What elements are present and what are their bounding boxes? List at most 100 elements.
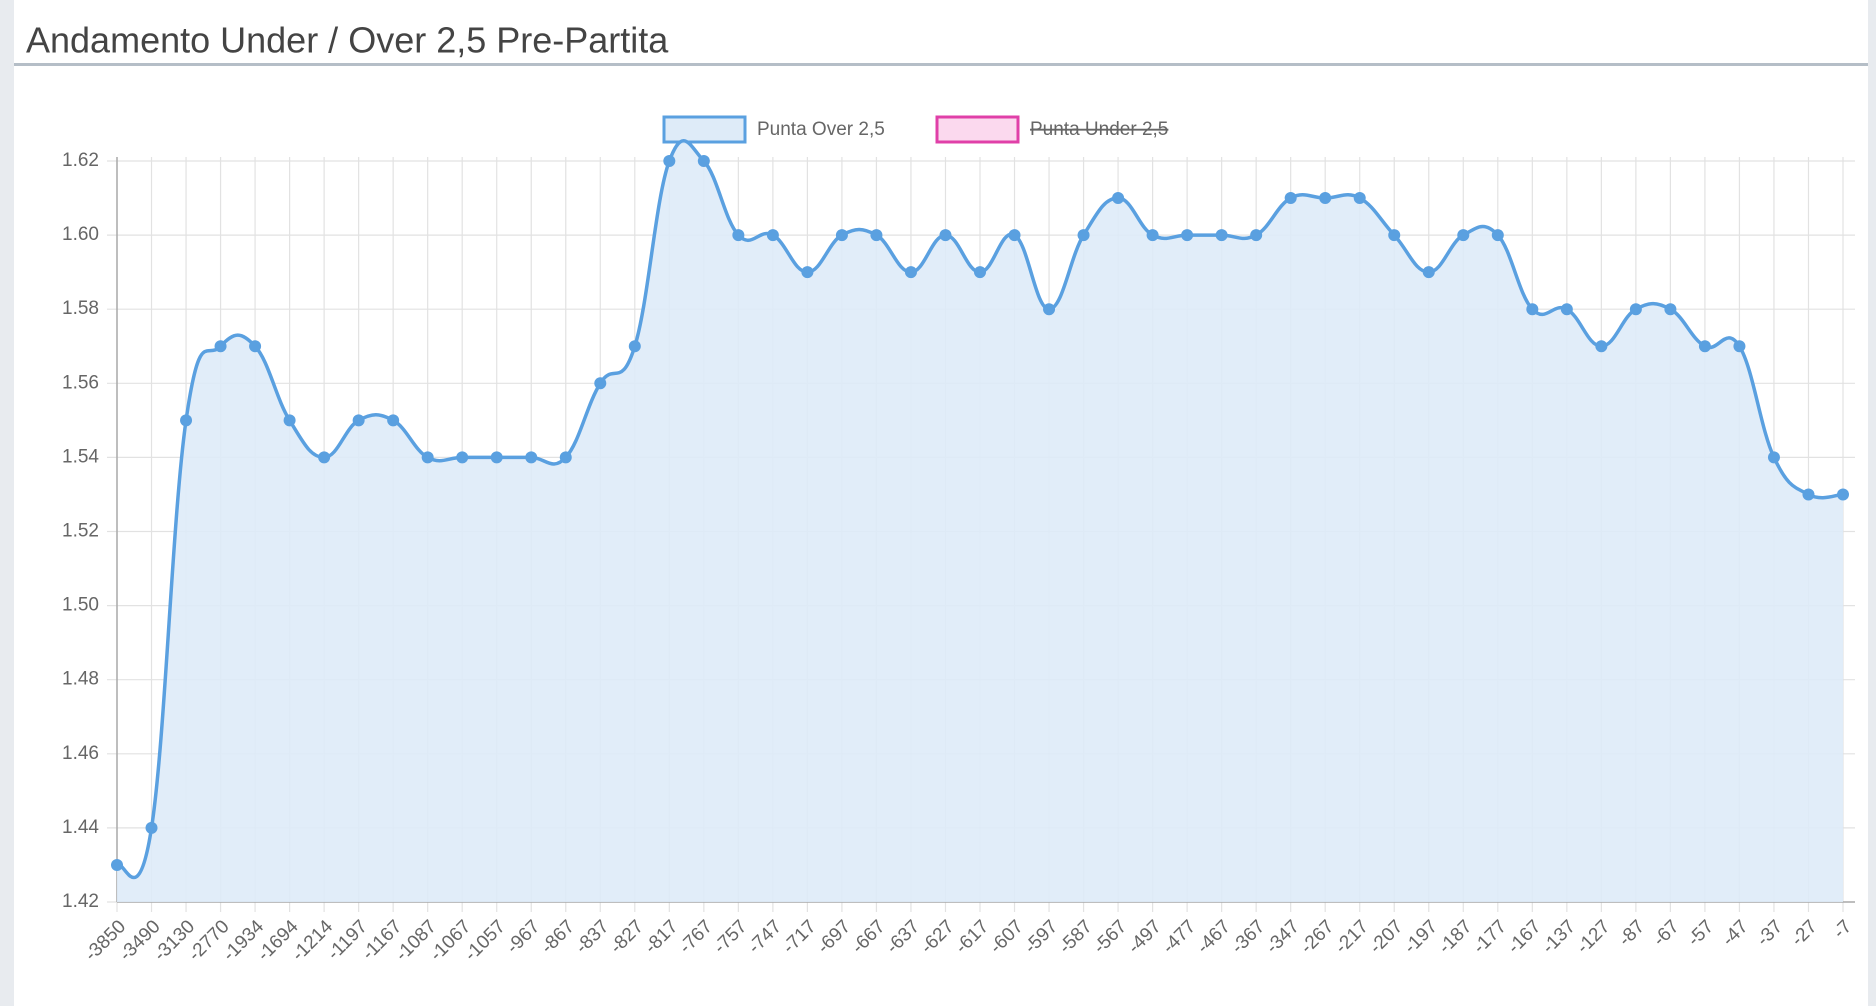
x-tick-label: -57 [1684,916,1718,950]
point [145,821,158,834]
x-tick-label: -47 [1718,916,1752,950]
point [939,229,952,242]
chart-title: Andamento Under / Over 2,5 Pre-Partita [26,20,669,61]
y-tick-label: 1.54 [62,446,99,467]
x-tick-label: -67 [1649,916,1683,950]
point [249,340,262,353]
point [870,229,883,242]
point [1629,303,1642,316]
point [1043,303,1056,316]
x-tick-label: -207 [1366,916,1408,958]
x-tick-label: -637 [882,916,924,958]
point [1215,229,1228,242]
point [1802,488,1815,501]
point [490,451,503,464]
point [1250,229,1263,242]
x-tick-label: -167 [1504,916,1546,958]
point [1595,340,1608,353]
x-tick-label: -767 [675,916,717,958]
x-tick-label: -197 [1400,916,1442,958]
y-tick-label: 1.48 [62,669,99,690]
y-tick-label: 1.62 [62,150,99,171]
point [1353,192,1366,205]
point [387,414,400,427]
x-tick-label: -367 [1228,916,1270,958]
point [318,451,331,464]
point [801,266,814,279]
point [1008,229,1021,242]
legend-label: Punta Over 2,5 [757,119,885,140]
x-tick-label: -87 [1615,916,1649,950]
area [117,140,1843,902]
x-tick-label: -597 [1020,916,1062,958]
point [1457,229,1470,242]
point [283,414,296,427]
point [559,451,572,464]
point [1560,303,1573,316]
point [766,229,779,242]
x-tick-label: -1214 [288,916,338,966]
point [525,451,538,464]
point [697,155,710,167]
x-tick-label: -587 [1055,916,1097,958]
x-tick-label: -567 [1089,916,1131,958]
point [663,155,676,167]
point [180,414,193,427]
point [1733,340,1746,353]
x-tick-label: -137 [1538,916,1580,958]
x-tick-label: -497 [1124,916,1166,958]
y-tick-label: 1.50 [62,595,99,616]
x-tick-label: -467 [1193,916,1235,958]
point [214,340,227,353]
y-tick-label: 1.44 [62,817,99,838]
y-tick-label: 1.58 [62,298,99,319]
point [111,858,123,871]
side-strip [0,0,14,1006]
point [1837,488,1849,501]
point [904,266,917,279]
x-tick-label: -217 [1331,916,1373,958]
x-tick-label: -607 [986,916,1028,958]
y-tick-label: 1.46 [62,743,99,764]
x-tick-label: -667 [848,916,890,958]
x-tick-label: -757 [710,916,752,958]
x-tick-label: -867 [537,916,579,958]
point [974,266,986,279]
y-tick-label: 1.60 [62,224,99,245]
point [1664,303,1677,316]
point [835,229,848,242]
point [628,340,641,353]
point [456,451,469,464]
x-tick-label: -967 [503,916,545,958]
legend-label: Punta Under 2,5 [1030,119,1168,140]
x-tick-label: -7 [1829,916,1856,943]
y-tick-label: 1.56 [62,372,99,393]
point [1319,192,1332,205]
x-tick-label: -267 [1297,916,1339,958]
x-tick-label: -177 [1469,916,1511,958]
point [1698,340,1711,353]
point [1181,229,1194,242]
point [352,414,365,427]
point [1284,192,1297,205]
y-tick-label: 1.42 [62,891,99,912]
point [1388,229,1401,242]
point [421,451,434,464]
point [1526,303,1539,316]
x-tick-label: -347 [1262,916,1304,958]
x-tick-label: -187 [1435,916,1477,958]
y-tick-label: 1.52 [62,521,99,542]
x-tick-label: -37 [1753,916,1787,950]
x-tick-label: -697 [813,916,855,958]
x-tick-label: -747 [744,916,786,958]
x-tick-label: -817 [641,916,683,958]
point [1422,266,1435,279]
x-tick-label: -477 [1158,916,1200,958]
point [1491,229,1504,242]
x-tick-label: -837 [572,916,614,958]
point [1767,451,1780,464]
x-tick-label: -1057 [461,916,510,965]
point [1112,192,1125,205]
point [732,229,745,242]
